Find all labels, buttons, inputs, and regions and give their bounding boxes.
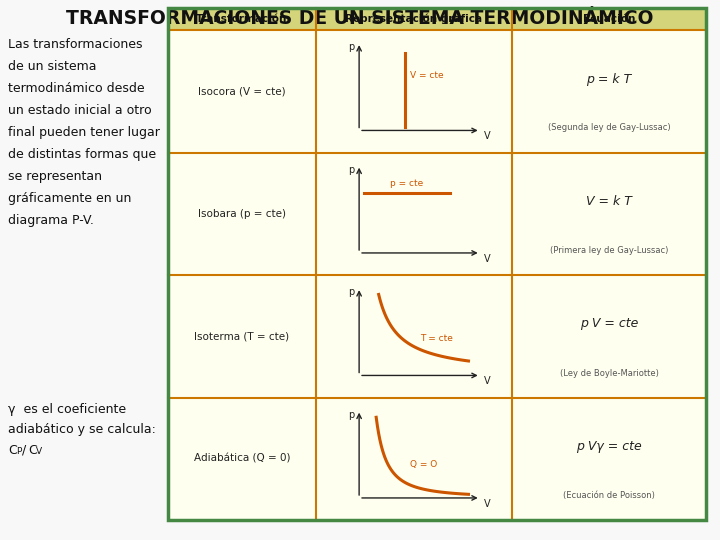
- Text: C: C: [8, 443, 17, 456]
- Text: /: /: [22, 443, 26, 456]
- Text: V: V: [36, 448, 42, 456]
- Text: se representan: se representan: [8, 170, 102, 183]
- Text: V: V: [484, 131, 490, 141]
- Bar: [168, 8, 706, 520]
- Text: γ  es el coeficiente: γ es el coeficiente: [8, 403, 126, 416]
- Text: C: C: [28, 443, 37, 456]
- Text: Ecuación: Ecuación: [582, 14, 635, 24]
- Text: Transformación: Transformación: [197, 14, 288, 24]
- Text: V: V: [484, 499, 490, 509]
- Text: (Ecuación de Poisson): (Ecuación de Poisson): [563, 491, 655, 500]
- Text: p Vγ = cte: p Vγ = cte: [576, 440, 642, 453]
- Text: un estado inicial a otro: un estado inicial a otro: [8, 104, 152, 117]
- Text: de un sistema: de un sistema: [8, 60, 96, 73]
- Text: V = cte: V = cte: [410, 71, 444, 80]
- Text: V: V: [484, 254, 490, 264]
- Text: p: p: [348, 42, 354, 52]
- Text: (Primera ley de Gay-Lussac): (Primera ley de Gay-Lussac): [550, 246, 668, 255]
- Text: Las transformaciones: Las transformaciones: [8, 38, 143, 51]
- Text: Isocora (V = cte): Isocora (V = cte): [198, 86, 286, 96]
- Text: P: P: [16, 448, 22, 456]
- Text: adiabático y se calcula:: adiabático y se calcula:: [8, 423, 156, 436]
- Text: (Ley de Boyle-Mariotte): (Ley de Boyle-Mariotte): [559, 368, 658, 377]
- Text: p: p: [348, 287, 354, 297]
- Text: Representación gráfica: Representación gráfica: [346, 14, 482, 24]
- Text: V = k T: V = k T: [586, 195, 632, 208]
- Text: (Segunda ley de Gay-Lussac): (Segunda ley de Gay-Lussac): [548, 124, 670, 132]
- Text: p = k T: p = k T: [586, 72, 631, 85]
- Text: final pueden tener lugar: final pueden tener lugar: [8, 126, 160, 139]
- Text: Isobara (p = cte): Isobara (p = cte): [198, 209, 286, 219]
- Text: TRANSFORMACIONES DE UN SISTEMA TERMODINÁMICO: TRANSFORMACIONES DE UN SISTEMA TERMODINÁ…: [66, 9, 654, 28]
- Text: p: p: [348, 410, 354, 420]
- Text: diagrama P-V.: diagrama P-V.: [8, 214, 94, 227]
- Bar: [168, 8, 706, 30]
- Text: termodinámico desde: termodinámico desde: [8, 82, 145, 95]
- Text: p V = cte: p V = cte: [580, 318, 638, 330]
- Text: Q = O: Q = O: [410, 460, 438, 469]
- Text: Isoterma (T = cte): Isoterma (T = cte): [194, 331, 289, 341]
- Text: p = cte: p = cte: [390, 179, 424, 188]
- Text: T = cte: T = cte: [420, 334, 453, 343]
- Bar: [168, 8, 706, 520]
- Text: gráficamente en un: gráficamente en un: [8, 192, 131, 205]
- Text: Adiabática (Q = 0): Adiabática (Q = 0): [194, 454, 290, 464]
- Text: de distintas formas que: de distintas formas que: [8, 148, 156, 161]
- Text: V: V: [484, 376, 490, 387]
- Text: p: p: [348, 165, 354, 175]
